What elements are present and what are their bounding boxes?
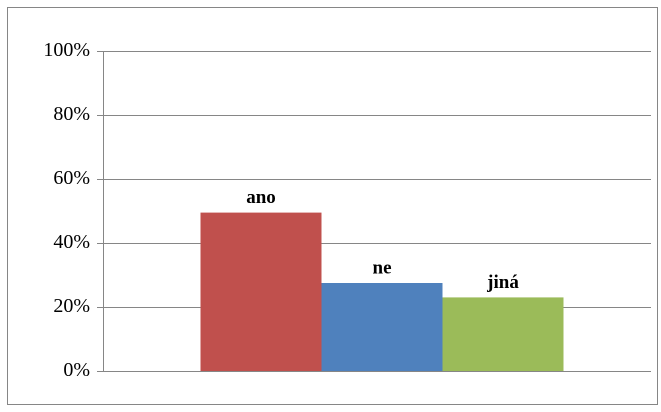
bar (442, 297, 564, 371)
y-tick-label: 100% (43, 39, 90, 61)
bar (200, 212, 322, 371)
y-tick-label: 80% (53, 103, 90, 125)
series-label: jiná (486, 272, 519, 293)
y-tick-label: 40% (53, 231, 90, 253)
bar (321, 283, 443, 371)
y-tick-label: 20% (53, 295, 90, 317)
series-label: ne (373, 257, 392, 278)
series-label: ano (246, 187, 276, 208)
y-tick-label: 60% (53, 167, 90, 189)
y-tick-label: 0% (63, 359, 90, 381)
